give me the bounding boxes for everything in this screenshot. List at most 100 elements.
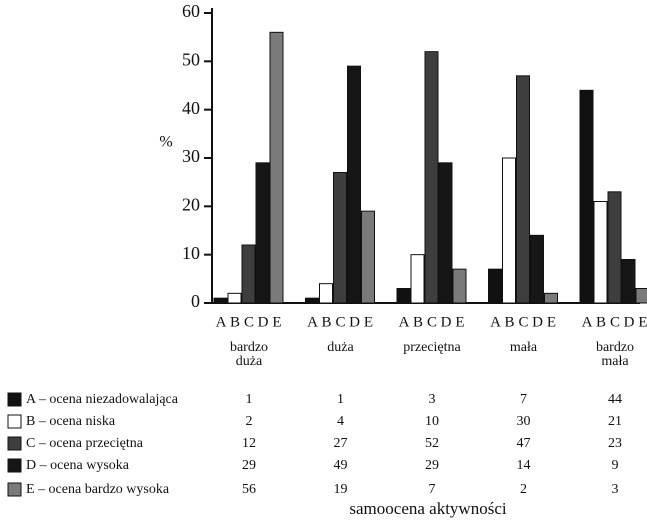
table-value: 14 [517,458,531,473]
bar [516,75,530,304]
bar-letter: D [258,314,269,330]
table-value: 10 [425,414,439,429]
bar-letter: E [638,314,647,330]
bar [241,244,256,304]
table-value: 7 [429,482,436,497]
bar [530,234,544,304]
bar [347,65,361,304]
table-value: 49 [334,458,348,473]
table-value: 27 [334,436,348,451]
table-value: 47 [517,436,531,451]
legend-swatch [7,458,22,473]
table-value: 29 [425,458,439,473]
table-value: 7 [520,392,527,407]
table-value: 30 [517,414,531,429]
y-tick-label: 60 [182,1,200,21]
x-tick-label: bardzo duża [229,340,269,369]
bar-letter: A [582,314,593,330]
x-axis-label: samoocena aktywności [349,499,506,518]
bar [488,268,502,304]
bar-letter: B [230,314,240,330]
bar-letter: D [624,314,635,330]
table-value: 2 [520,482,527,497]
x-tick-label: duża [327,340,354,355]
table-value: 3 [429,392,436,407]
bar [361,210,375,304]
table-value: 44 [608,392,622,407]
y-tick-label: 50 [182,49,200,69]
legend-label: E – ocena bardzo wysoka [26,482,170,497]
bar [319,283,333,304]
bar [635,288,647,304]
bar-letter: C [518,314,528,330]
bar [227,292,242,304]
bar-letter: D [532,314,543,330]
bar [255,162,270,304]
table-value: 2 [246,414,253,429]
legend-label: B – ocena niska [26,414,116,429]
bar-letter: D [441,314,452,330]
bar-letter: A [490,314,501,330]
bar [621,259,636,304]
bar [424,51,439,304]
bar-letter: C [427,314,437,330]
bar [607,191,622,304]
bar-letter: B [413,314,423,330]
bar [502,157,516,304]
table-value: 29 [242,458,256,473]
bar-letter: E [547,314,556,330]
legend-label: D – ocena wysoka [26,458,130,473]
bar-letter: E [364,314,373,330]
x-tick-label: mała [509,340,538,355]
y-tick-label: 30 [182,146,200,166]
y-tick-label: 10 [182,243,200,263]
table-value: 56 [242,482,256,497]
bar-letter: A [216,314,227,330]
bar-letter: E [455,314,464,330]
legend-label: C – ocena przeciętna [26,436,144,451]
bar-letter: A [399,314,410,330]
bar-letter: B [596,314,606,330]
table-value: 3 [612,482,619,497]
bar [305,297,319,304]
y-tick-label: 20 [182,194,200,214]
y-axis-label: % [159,134,172,151]
table-value: 1 [337,392,344,407]
bar-letter: B [504,314,514,330]
x-tick-label: przeciętna [403,340,461,355]
bar [269,31,284,304]
legend-label: A – ocena niezadowalająca [26,392,179,407]
bar-letter: C [335,314,345,330]
legend-swatch [7,436,22,451]
bar [410,254,425,304]
bar [544,292,558,304]
bar [333,172,347,304]
bar [438,162,453,304]
bar-letter: D [349,314,360,330]
table-value: 21 [608,414,622,429]
bar [593,201,608,304]
table-value: 19 [334,482,348,497]
bar [579,89,594,304]
bar-letter: C [244,314,254,330]
bar-letter: B [321,314,331,330]
table-value: 23 [608,436,622,451]
table-value: 4 [337,414,344,429]
table-value: 12 [242,436,256,451]
bar [213,297,228,304]
y-tick-label: 0 [191,291,200,311]
table-value: 52 [425,436,439,451]
bar-letter: A [307,314,318,330]
table-value: 9 [612,458,619,473]
y-tick-label: 40 [182,98,200,118]
bar [396,288,411,304]
x-tick-label: bardzo mała [595,340,635,369]
bar-letter: C [610,314,620,330]
legend-swatch [7,414,22,429]
legend-swatch [7,482,22,497]
bar-letter: E [272,314,281,330]
bar [452,268,467,304]
legend-swatch [7,392,22,407]
